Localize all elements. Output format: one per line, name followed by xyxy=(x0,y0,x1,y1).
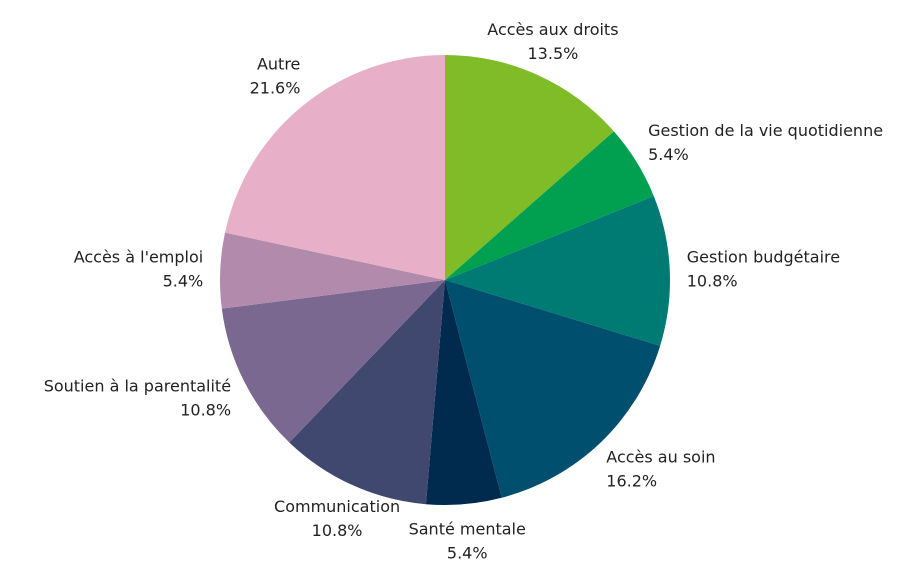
slice-value-label: 5.4% xyxy=(163,271,204,290)
pie-slice xyxy=(445,55,614,280)
slice-label: Soutien à la parentalité xyxy=(44,376,231,395)
pie-slice xyxy=(289,280,445,505)
slice-label: Santé mentale xyxy=(409,520,526,539)
pie-slice xyxy=(219,232,445,309)
slice-value-label: 16.2% xyxy=(606,472,657,491)
pie-slice xyxy=(221,280,445,443)
slice-label: Gestion de la vie quotidienne xyxy=(648,121,883,140)
slice-value-label: 5.4% xyxy=(447,544,488,563)
slice-label: Communication xyxy=(274,497,400,516)
slice-label: Gestion budgétaire xyxy=(687,247,840,266)
slice-value-label: 10.8% xyxy=(312,521,363,540)
pie-slice xyxy=(445,131,654,280)
pie-slice xyxy=(445,280,661,498)
slice-value-label: 10.8% xyxy=(180,400,231,419)
pie-slice xyxy=(445,196,670,346)
slice-label: Accès à l'emploi xyxy=(74,247,204,266)
pie-slice xyxy=(225,55,445,280)
slice-value-label: 5.4% xyxy=(648,145,689,164)
slice-value-label: 21.6% xyxy=(250,79,301,98)
slice-value-label: 10.8% xyxy=(687,271,738,290)
slice-label: Accès au soin xyxy=(606,448,715,467)
slice-value-label: 13.5% xyxy=(528,44,579,63)
slice-label: Accès aux droits xyxy=(487,20,618,39)
pie-slice xyxy=(425,280,502,505)
slice-label: Autre xyxy=(257,55,300,74)
